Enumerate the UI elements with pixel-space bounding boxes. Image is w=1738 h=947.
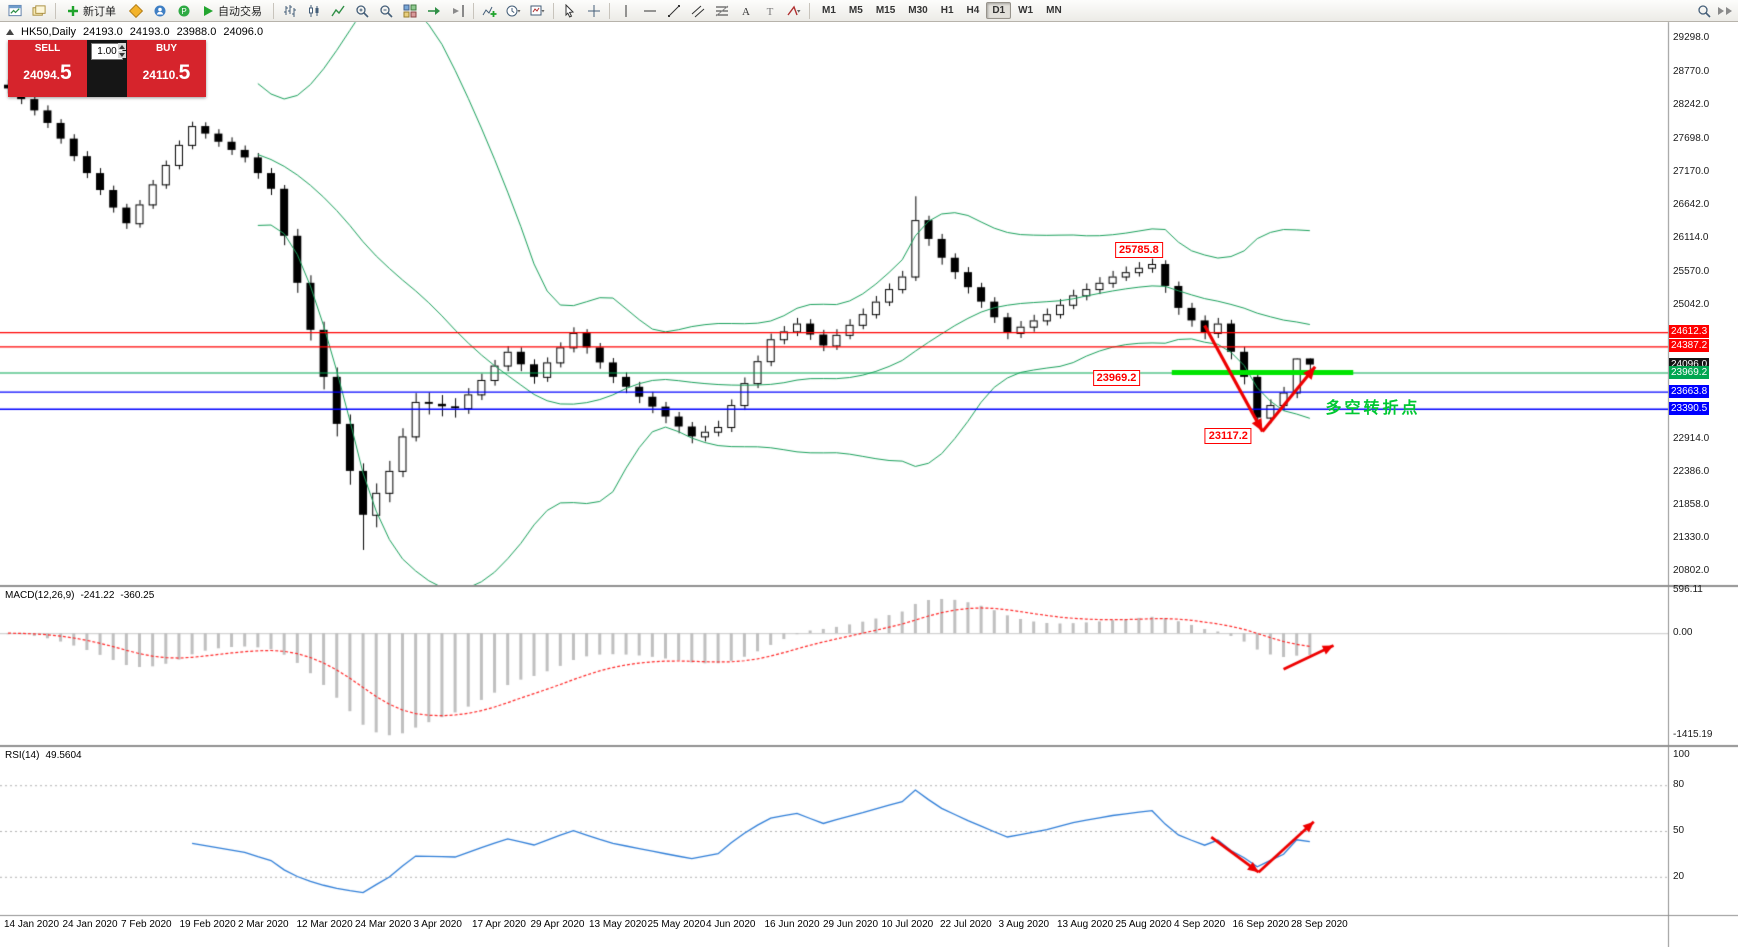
channel-tool-icon[interactable] bbox=[686, 0, 709, 21]
toolbar-separator bbox=[609, 2, 610, 19]
candlestick-type-icon[interactable] bbox=[302, 0, 325, 21]
toolbar-separator bbox=[553, 2, 554, 19]
timeframe-M1[interactable]: M1 bbox=[822, 5, 836, 16]
volume-increase-button[interactable] bbox=[118, 43, 126, 50]
volume-spinner bbox=[118, 43, 126, 58]
timeframe-H4[interactable]: H4 bbox=[966, 5, 980, 16]
text-tool-icon[interactable]: A bbox=[734, 0, 757, 21]
rsi-panel-label: RSI(14) 49.5604 bbox=[5, 750, 82, 761]
signals-icon[interactable] bbox=[148, 0, 171, 21]
metaeditor-icon[interactable] bbox=[124, 0, 147, 21]
high-value: 24193.0 bbox=[129, 26, 170, 38]
buy-label: BUY bbox=[155, 43, 178, 54]
rsi-value: 49.5604 bbox=[45, 750, 82, 761]
new-order-button[interactable]: 新订单 bbox=[60, 1, 123, 20]
arrows-tool-icon[interactable] bbox=[782, 0, 805, 21]
fibonacci-tool-icon[interactable] bbox=[710, 0, 733, 21]
one-click-trading-panel: SELL 24094.5 BUY 24110.5 bbox=[8, 40, 206, 97]
tile-windows-icon[interactable] bbox=[398, 0, 421, 21]
crosshair-icon[interactable] bbox=[582, 0, 605, 21]
timeframe-D1[interactable]: D1 bbox=[986, 2, 1012, 19]
volume-field bbox=[87, 40, 127, 97]
toolbar: 新订单 P 自动交易 bbox=[0, 0, 1738, 22]
sell-button[interactable]: SELL 24094.5 bbox=[8, 40, 87, 97]
sell-price: 24094.5 bbox=[23, 61, 72, 84]
timeframe-MN[interactable]: MN bbox=[1046, 5, 1062, 16]
line-chart-type-icon[interactable] bbox=[326, 0, 349, 21]
zoom-out-icon[interactable] bbox=[374, 0, 397, 21]
collapse-icon[interactable] bbox=[6, 29, 14, 35]
auto-scroll-icon[interactable] bbox=[422, 0, 445, 21]
timeframe-M15[interactable]: M15 bbox=[875, 5, 896, 16]
sell-label: SELL bbox=[34, 43, 61, 54]
autotrading-button[interactable]: 自动交易 bbox=[196, 1, 269, 20]
horizontal-line-tool-icon[interactable] bbox=[638, 0, 661, 21]
indicators-icon[interactable] bbox=[478, 0, 501, 21]
templates-icon[interactable] bbox=[526, 0, 549, 21]
toolbar-right bbox=[1692, 0, 1734, 21]
timeframe-toolbar: M1 M5 M15 M30 H1 H4 D1 W1 MN bbox=[816, 2, 1068, 19]
vertical-line-tool-icon[interactable] bbox=[614, 0, 637, 21]
toolbar-separator bbox=[273, 2, 274, 19]
cursor-icon[interactable] bbox=[558, 0, 581, 21]
volume-decrease-button[interactable] bbox=[118, 51, 126, 58]
symbol-period-label: HK50,Daily bbox=[21, 26, 77, 38]
toolbar-overflow-icon[interactable] bbox=[1718, 6, 1732, 15]
buy-price: 24110.5 bbox=[142, 61, 191, 84]
market-icon[interactable]: P bbox=[172, 0, 195, 21]
macd-panel-label: MACD(12,26,9) -241.22 -360.25 bbox=[5, 590, 154, 601]
svg-text:T: T bbox=[766, 6, 773, 18]
timeframe-M5[interactable]: M5 bbox=[848, 5, 863, 16]
zoom-in-icon[interactable] bbox=[350, 0, 373, 21]
rsi-name: RSI(14) bbox=[5, 750, 40, 761]
profiles-icon[interactable] bbox=[28, 0, 51, 21]
text-label-tool-icon[interactable]: T bbox=[758, 0, 781, 21]
bar-chart-type-icon[interactable] bbox=[278, 0, 301, 21]
close-value: 24096.0 bbox=[223, 26, 264, 38]
macd-value: -241.22 bbox=[80, 590, 115, 601]
new-order-label: 新订单 bbox=[83, 5, 116, 18]
macd-signal-value: -360.25 bbox=[120, 590, 155, 601]
timeframe-M30[interactable]: M30 bbox=[908, 5, 928, 16]
toolbar-separator bbox=[473, 2, 474, 19]
macd-name: MACD(12,26,9) bbox=[5, 590, 75, 601]
timeframe-W1[interactable]: W1 bbox=[1018, 5, 1034, 16]
trendline-tool-icon[interactable] bbox=[662, 0, 685, 21]
toolbar-separator bbox=[55, 2, 56, 19]
svg-text:A: A bbox=[742, 6, 750, 18]
periods-icon[interactable] bbox=[502, 0, 525, 21]
timeframe-H1[interactable]: H1 bbox=[940, 5, 954, 16]
toolbar-separator bbox=[809, 2, 810, 19]
new-chart-icon[interactable] bbox=[4, 0, 27, 21]
open-value: 24193.0 bbox=[83, 26, 123, 38]
search-icon[interactable] bbox=[1692, 0, 1715, 21]
buy-button[interactable]: BUY 24110.5 bbox=[127, 40, 206, 97]
chart-ohlc-header: HK50,Daily 24193.0 24193.0 23988.0 24096… bbox=[6, 26, 263, 38]
chart-shift-icon[interactable] bbox=[446, 0, 469, 21]
low-value: 23988.0 bbox=[176, 26, 217, 38]
autotrading-label: 自动交易 bbox=[218, 5, 262, 18]
svg-text:P: P bbox=[181, 7, 186, 16]
